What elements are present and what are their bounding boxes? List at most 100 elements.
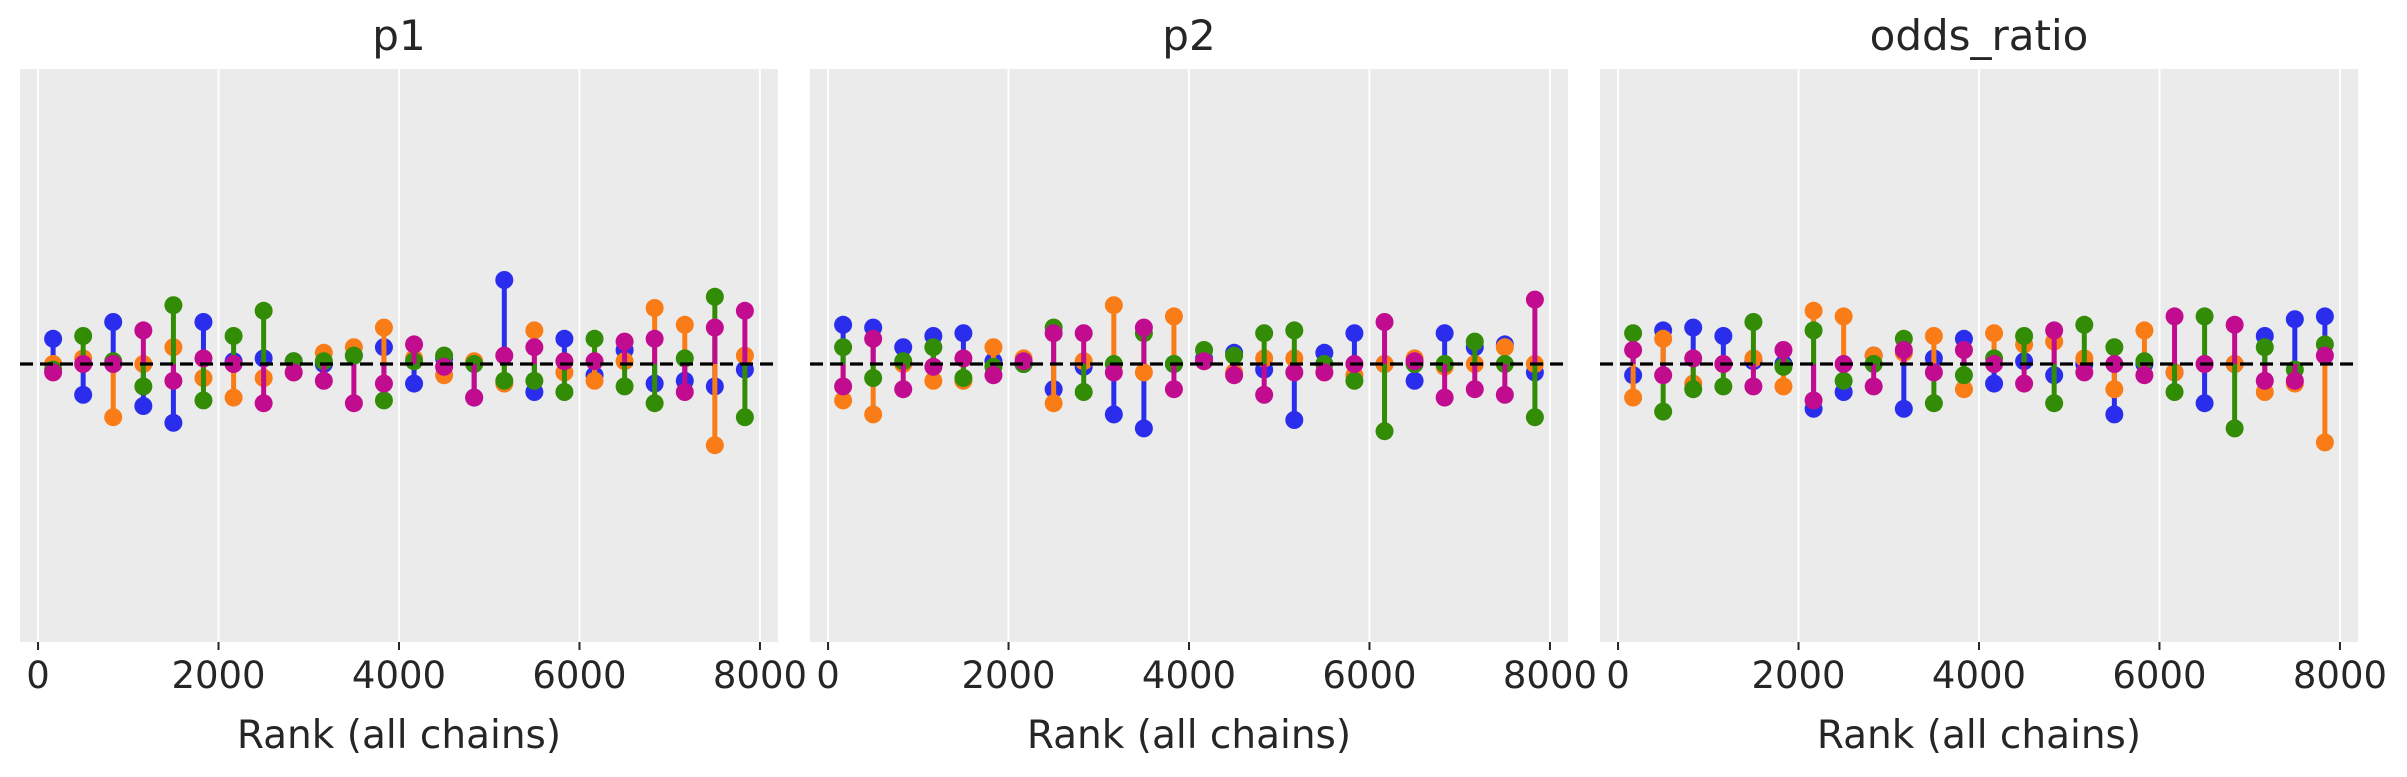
x-tick-label: 4000 — [1142, 654, 1236, 697]
x-tick-label: 2000 — [1751, 654, 1845, 697]
rank-marker — [1255, 385, 1274, 404]
rank-marker — [735, 301, 754, 320]
rank-marker — [2165, 307, 2184, 326]
rank-marker — [645, 299, 664, 317]
rank-marker — [1104, 363, 1123, 382]
rank-marker — [2105, 380, 2124, 399]
rank-marker — [2195, 307, 2214, 326]
panel-title: p1 — [372, 11, 425, 60]
rank-marker — [864, 369, 883, 387]
rank-marker — [2315, 433, 2334, 452]
rank-marker — [134, 377, 153, 396]
rank-marker — [2045, 394, 2064, 413]
x-tick-label: 0 — [26, 654, 50, 697]
rank-marker — [834, 377, 853, 396]
rank-marker — [1345, 324, 1364, 343]
rank-marker — [74, 327, 93, 345]
rank-marker — [2225, 315, 2244, 334]
rank-marker — [1654, 329, 1673, 348]
rank-marker — [924, 371, 943, 390]
rank-marker — [1255, 324, 1274, 343]
rank-marker — [585, 352, 604, 371]
rank-marker — [2105, 355, 2124, 373]
rank-marker — [495, 271, 514, 289]
rank-marker — [134, 321, 153, 340]
rank-marker — [2195, 394, 2214, 413]
rank-marker — [104, 355, 123, 373]
rank-marker — [1954, 341, 1973, 359]
rank-marker — [645, 329, 664, 348]
rank-marker — [1285, 411, 1304, 429]
rank-marker — [924, 338, 943, 357]
rank-marker — [1744, 313, 1763, 331]
rank-marker — [164, 413, 183, 432]
rank-marker — [1714, 327, 1733, 345]
rank-marker — [1014, 352, 1033, 371]
rank-marker — [2075, 363, 2094, 382]
rank-marker — [555, 329, 574, 348]
series-chain-3 — [834, 290, 1544, 407]
rank-marker — [675, 383, 694, 401]
rank-marker — [1495, 338, 1514, 357]
x-tick-label: 4000 — [1932, 654, 2026, 697]
rank-marker — [2285, 371, 2304, 390]
rank-marker — [1285, 363, 1304, 382]
rank-marker — [194, 391, 213, 410]
rank-marker — [1435, 388, 1454, 407]
rank-marker — [164, 371, 183, 390]
rank-marker — [864, 405, 883, 424]
rank-marker — [834, 315, 853, 334]
rank-marker — [495, 346, 514, 365]
rank-marker — [585, 329, 604, 348]
rank-marker — [675, 315, 694, 334]
rank-marker — [705, 318, 724, 337]
rank-marker — [405, 374, 424, 393]
x-axis-label: Rank (all chains) — [1027, 713, 1351, 758]
rank-marker — [1804, 321, 1823, 340]
rank-marker — [615, 377, 634, 396]
rank-marker — [954, 369, 973, 387]
rank-marker — [1285, 321, 1304, 340]
rank-marker — [1225, 366, 1244, 385]
rank-marker — [1624, 324, 1643, 343]
rank-marker — [344, 346, 363, 365]
rank-marker — [555, 383, 574, 401]
rank-marker — [495, 371, 514, 390]
panel-1: 0 2000 4000 6000 8000 p2 Rank (all chains) — [810, 11, 1597, 758]
rank-marker — [984, 338, 1003, 357]
rank-marker — [284, 363, 303, 382]
rank-marker — [1654, 402, 1673, 421]
rank-marker — [374, 391, 393, 410]
rank-marker — [134, 397, 153, 415]
rank-marker — [314, 352, 333, 371]
rank-marker — [1924, 394, 1943, 413]
rank-marker — [705, 436, 724, 455]
rank-marker — [834, 338, 853, 357]
rank-marker — [555, 352, 574, 371]
rank-marker — [735, 408, 754, 427]
rank-marker — [74, 385, 93, 404]
rank-marker — [2315, 307, 2334, 326]
rank-marker — [1864, 377, 1883, 396]
rank-marker — [1774, 341, 1793, 359]
x-tick-label: 8000 — [1503, 654, 1597, 697]
rank-marker — [525, 338, 544, 357]
rank-marker — [2135, 352, 2154, 371]
rank-marker — [2135, 321, 2154, 340]
rank-marker — [1834, 371, 1853, 390]
panel-0: 0 2000 4000 6000 8000 p1 Rank (all chains) — [20, 11, 807, 758]
rank-marker — [2045, 321, 2064, 340]
rank-marker — [314, 371, 333, 390]
rank-marker — [2285, 310, 2304, 329]
rank-marker — [585, 371, 604, 390]
rank-marker — [1345, 371, 1364, 390]
rank-marker — [344, 394, 363, 413]
x-tick-label: 2000 — [961, 654, 1055, 697]
rank-marker — [1104, 296, 1123, 315]
rank-marker — [224, 388, 243, 407]
rank-marker — [2105, 405, 2124, 424]
rank-marker — [104, 313, 123, 331]
rank-marker — [2105, 338, 2124, 357]
rank-marker — [2015, 374, 2034, 393]
rank-marker — [1044, 394, 1063, 413]
